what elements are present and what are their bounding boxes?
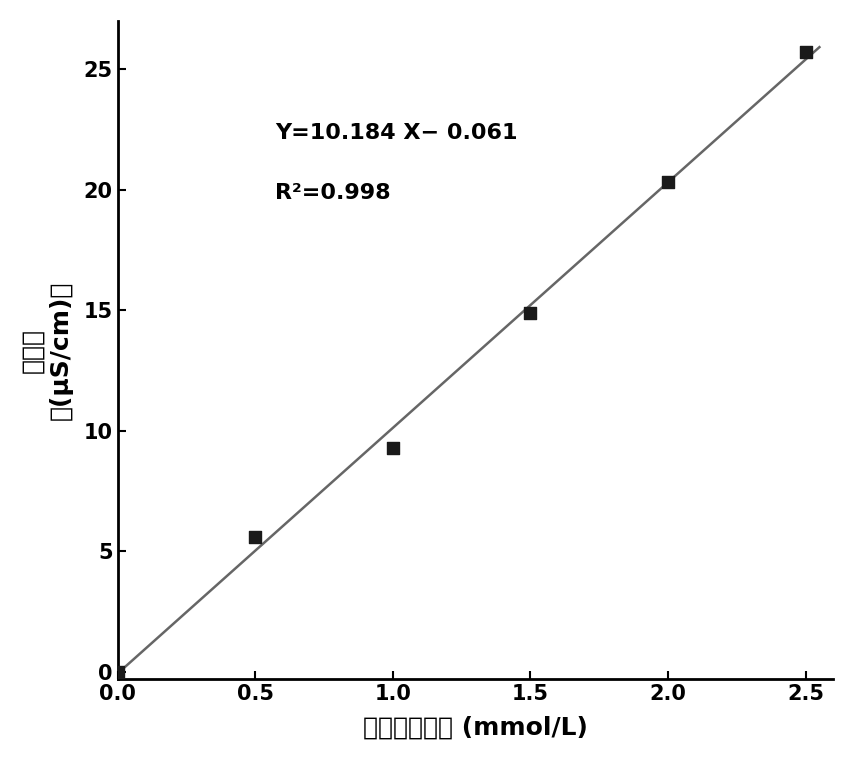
Y-axis label: 电导率
（(μS/cm)）: 电导率 （(μS/cm)） (20, 280, 73, 420)
Point (248, 530, 262, 543)
Point (523, 306, 537, 318)
Text: Y=10.184 X− 0.061: Y=10.184 X− 0.061 (275, 123, 517, 144)
Point (386, 442, 399, 454)
Point (111, 666, 125, 678)
Point (798, 46, 811, 59)
X-axis label: 谷氨酸钙浓度 (mmol/L): 谷氨酸钙浓度 (mmol/L) (363, 715, 587, 739)
Point (660, 176, 674, 188)
Text: R²=0.998: R²=0.998 (275, 182, 391, 203)
